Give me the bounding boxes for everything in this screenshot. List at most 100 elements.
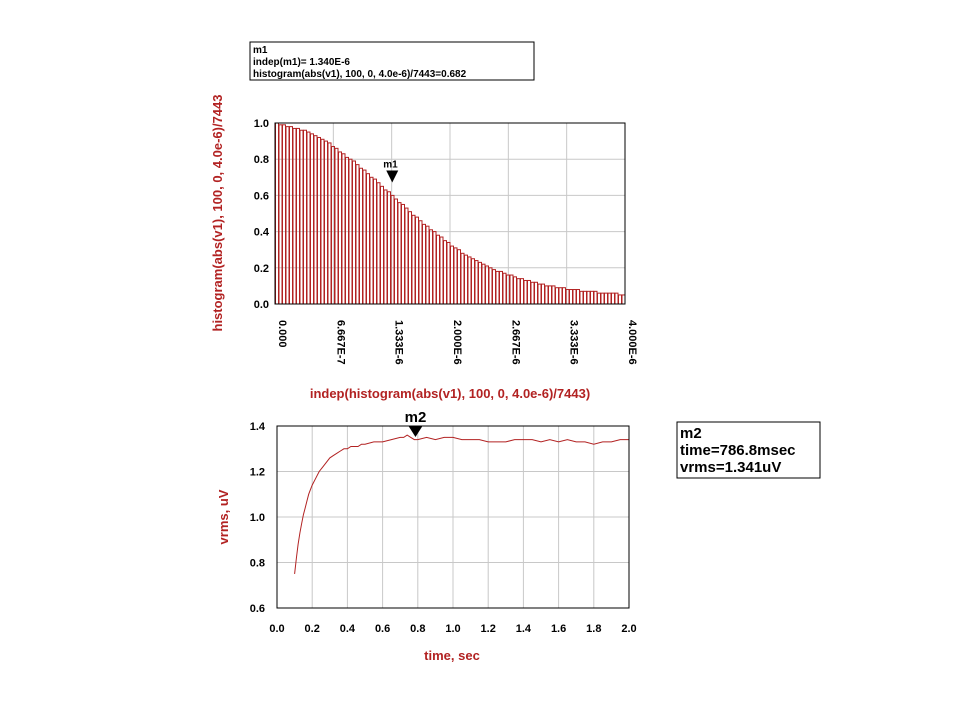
vrms-y-tick-label: 0.6 <box>250 603 265 615</box>
histogram-y-tick-label: 0.6 <box>254 190 269 202</box>
histogram-bar <box>362 169 367 305</box>
histogram-bar <box>579 290 584 305</box>
m1-marker-triangle <box>386 170 399 183</box>
vrms-x-tick-label: 0.0 <box>269 623 284 635</box>
histogram-bar <box>411 214 416 305</box>
m1-readout-line-1: m1 <box>253 45 268 56</box>
histogram-bar <box>303 129 307 305</box>
histogram-bar <box>593 290 598 305</box>
vrms-x-tick-label: 0.8 <box>410 623 425 635</box>
histogram-bar <box>618 294 622 305</box>
histogram-bar <box>387 191 391 305</box>
histogram-bar <box>450 245 454 305</box>
histogram-y-tick-label: 0.4 <box>254 227 270 239</box>
vrms-trace <box>294 434 629 574</box>
histogram-bar <box>502 272 507 305</box>
histogram-bar <box>324 140 328 305</box>
vrms-x-tick-label: 2.0 <box>621 623 636 635</box>
histogram-bar <box>394 198 398 305</box>
vrms-x-tick-label: 1.8 <box>586 623 601 635</box>
vrms-x-tick-label: 0.4 <box>340 623 356 635</box>
histogram-bar <box>562 287 566 305</box>
histogram-x-tick-label: 1.333E-6 <box>393 320 405 365</box>
histogram-bar <box>282 124 286 305</box>
histogram-bar <box>404 207 409 305</box>
histogram-bar <box>464 254 468 305</box>
histogram-bar <box>586 290 591 305</box>
histogram-bar <box>383 189 388 305</box>
histogram-x-tick-label: 6.667E-7 <box>334 320 346 365</box>
vrms-x-tick-label: 0.2 <box>305 623 320 635</box>
histogram-bar <box>296 127 300 305</box>
histogram-bar <box>453 247 458 305</box>
histogram-plot: 0.0 0.2 0.4 0.6 0.8 1.0 0.000 6.667E-7 1.333E-6… <box>210 94 638 401</box>
vrms-x-tick-label: 1.4 <box>516 623 532 635</box>
histogram-bar <box>569 289 573 305</box>
histogram-bar <box>457 249 461 305</box>
m1-readout-line-2: indep(m1)= 1.340E-6 <box>253 57 350 68</box>
histogram-bar <box>306 131 311 305</box>
histogram-bar <box>544 285 549 305</box>
histogram-y-tick-label: 1.0 <box>254 118 269 130</box>
histogram-bar <box>590 290 594 305</box>
histogram-bar <box>534 281 538 305</box>
histogram-bar <box>527 279 531 305</box>
histogram-bar <box>460 252 465 305</box>
histogram-bar <box>537 283 542 305</box>
m2-marker-triangle <box>408 426 423 437</box>
histogram-bar <box>278 124 283 305</box>
vrms-y-tick-label: 0.8 <box>250 558 265 570</box>
m1-readout-line-3: histogram(abs(v1), 100, 0, 4.0e-6)/7443=… <box>253 69 467 80</box>
histogram-bar <box>478 261 482 305</box>
vrms-y-tick-label: 1.2 <box>250 467 265 479</box>
histogram-bar <box>401 203 405 305</box>
histogram-bar <box>415 216 419 305</box>
histogram-y-ticks: 0.0 0.2 0.4 0.6 0.8 1.0 <box>254 118 270 311</box>
histogram-bar <box>443 240 447 305</box>
histogram-bar <box>352 160 356 305</box>
vrms-x-axis-title: time, sec <box>424 648 480 663</box>
histogram-bar <box>523 279 528 305</box>
vrms-x-tick-label: 0.6 <box>375 623 390 635</box>
m2-readout-line-3: vrms=1.341uV <box>680 459 781 476</box>
histogram-bar <box>345 156 349 305</box>
histogram-bar <box>366 173 370 305</box>
histogram-x-tick-label: 0.000 <box>276 320 288 348</box>
histogram-bar <box>558 287 563 305</box>
histogram-bar <box>359 167 363 305</box>
histogram-x-tick-label: 3.333E-6 <box>568 320 580 365</box>
histogram-bar <box>327 142 332 305</box>
histogram-bar <box>275 122 279 305</box>
vrms-frame <box>276 425 630 609</box>
histogram-bar <box>313 135 318 305</box>
histogram-y-axis-title: histogram(abs(v1), 100, 0, 4.0e-6)/7443 <box>210 94 225 331</box>
m2-readout-line-2: time=786.8msec <box>680 442 796 459</box>
histogram-bar <box>607 292 612 305</box>
histogram-x-ticks: 0.000 6.667E-7 1.333E-6 2.000E-6 2.667E-6 3.3… <box>276 320 638 365</box>
histogram-bar <box>369 176 374 305</box>
histogram-bar <box>516 278 521 305</box>
histogram-y-tick-label: 0.2 <box>254 263 269 275</box>
m1-marker[interactable]: m1 <box>383 160 399 183</box>
histogram-bar <box>429 229 433 305</box>
histogram-bar <box>292 127 297 305</box>
histogram-bar <box>576 289 580 305</box>
histogram-bar <box>583 290 587 305</box>
histogram-bar <box>373 178 377 305</box>
histogram-bar <box>390 194 395 305</box>
vrms-plot: 0.6 0.8 1.0 1.2 1.4 0.0 0.2 0.4 0.6 0.8 1.0 1.2 1.4… <box>216 409 637 663</box>
histogram-bar <box>439 236 444 305</box>
histogram-bar <box>481 263 486 305</box>
histogram-bar <box>597 292 601 305</box>
vrms-y-tick-label: 1.0 <box>250 512 265 524</box>
vrms-x-tick-label: 1.0 <box>445 623 460 635</box>
m2-marker[interactable]: m2 <box>405 409 427 437</box>
histogram-bar <box>418 220 423 305</box>
histogram-bar <box>380 185 384 305</box>
m1-readout-box: m1 indep(m1)= 1.340E-6 histogram(abs(v1)… <box>249 41 535 81</box>
histogram-bar <box>397 202 402 305</box>
histogram-bar <box>548 285 552 305</box>
histogram-bar <box>565 289 570 305</box>
histogram-bar <box>611 292 615 305</box>
histogram-bar <box>474 260 479 305</box>
